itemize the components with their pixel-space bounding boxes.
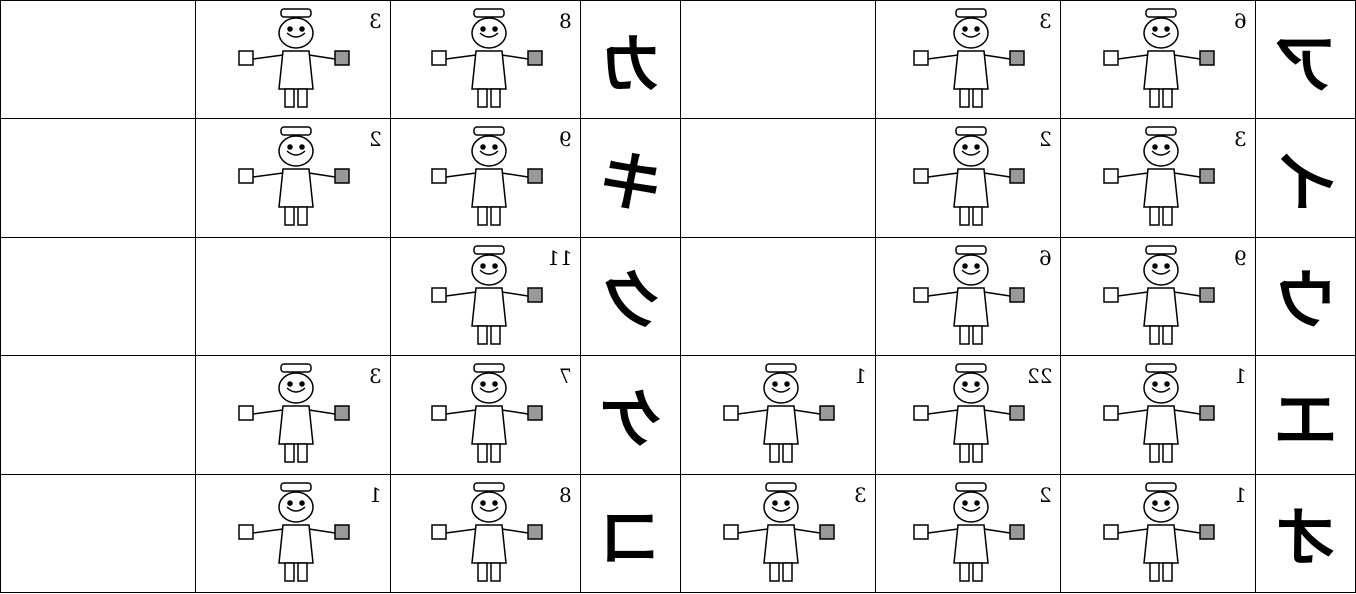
kana: ケ — [598, 383, 663, 458]
table-row: 1 8 コ 3 2 1 オ — [0, 473, 1356, 594]
sign-cell: 3 — [195, 0, 391, 120]
empty-cell — [0, 118, 196, 238]
kana-cell: オ — [1255, 473, 1356, 594]
flag-figure — [430, 245, 543, 345]
empty-cell — [0, 236, 196, 357]
table-row: 11 ク 6 9 ウ — [0, 236, 1356, 357]
sign-cell: 3 — [1060, 118, 1256, 238]
sign-number: 8 — [559, 9, 572, 33]
kana: キ — [598, 147, 663, 222]
sign-number: 1 — [1234, 364, 1247, 389]
sign-cell: 11 — [390, 236, 581, 357]
flag-figure — [913, 363, 1025, 463]
sign-number: 3 — [369, 364, 382, 389]
empty-cell — [680, 0, 876, 120]
kana: カ — [598, 28, 663, 103]
empty-cell — [0, 473, 196, 594]
flag-figure — [723, 481, 835, 582]
flag-figure — [1103, 126, 1215, 227]
kana-cell: カ — [580, 0, 681, 120]
sign-cell: 8 — [390, 0, 581, 120]
sign-number: 3 — [854, 482, 867, 507]
sign-number: 3 — [369, 9, 382, 33]
kana-cell: ク — [580, 236, 681, 357]
flag-figure — [913, 245, 1025, 345]
sign-cell: 6 — [875, 236, 1061, 357]
table-row: 3 7 ケ 1 22 1 エ — [0, 355, 1356, 475]
sign-cell: 2 — [875, 118, 1061, 238]
sign-cell: 3 — [195, 355, 391, 475]
flag-figure — [1103, 245, 1215, 345]
sign-number: 3 — [1039, 9, 1052, 33]
flag-figure — [430, 363, 543, 463]
sign-number: 11 — [546, 245, 572, 270]
kana-cell: イ — [1255, 118, 1356, 238]
flag-figure — [238, 481, 350, 582]
sign-number: 8 — [559, 482, 572, 507]
sign-cell: 3 — [875, 0, 1061, 120]
kana-cell: ア — [1255, 0, 1356, 120]
flag-figure — [913, 8, 1025, 108]
sign-number: 7 — [559, 364, 572, 389]
sign-cell: 2 — [195, 118, 391, 238]
flag-figure — [238, 8, 350, 108]
kana: イ — [1273, 147, 1338, 222]
flag-figure — [1103, 363, 1215, 463]
sign-cell: 8 — [390, 473, 581, 594]
empty-cell — [195, 236, 391, 357]
kana-cell: ケ — [580, 355, 681, 475]
flag-figure — [430, 126, 543, 227]
flag-figure — [430, 481, 543, 582]
sign-cell: 1 — [680, 355, 876, 475]
sign-number: 6 — [1234, 9, 1247, 33]
sign-number: 1 — [369, 482, 382, 507]
sign-number: 9 — [559, 127, 572, 152]
sign-cell: 6 — [1060, 0, 1256, 120]
kana: オ — [1273, 502, 1338, 577]
kana: ウ — [1273, 265, 1338, 340]
flag-figure — [238, 363, 350, 463]
flag-figure — [430, 8, 543, 108]
kana-cell: キ — [580, 118, 681, 238]
sign-number: 2 — [369, 127, 382, 152]
flag-figure — [723, 363, 835, 463]
table-row: 3 8 カ 3 6 ア — [0, 0, 1356, 120]
flag-figure — [1103, 481, 1215, 582]
flag-figure — [913, 126, 1025, 227]
sign-cell: 7 — [390, 355, 581, 475]
sign-number: 22 — [1026, 364, 1052, 389]
kana: コ — [598, 502, 663, 577]
sign-cell: 3 — [680, 473, 876, 594]
table-row: 2 9 キ 2 3 イ — [0, 118, 1356, 238]
sign-number: 2 — [1039, 482, 1052, 507]
flag-figure — [1103, 8, 1215, 108]
sign-number: 1 — [854, 364, 867, 389]
sign-cell: 22 — [875, 355, 1061, 475]
kana: ア — [1273, 28, 1338, 103]
flag-figure — [913, 481, 1025, 582]
sign-cell: 1 — [1060, 355, 1256, 475]
kana-cell: エ — [1255, 355, 1356, 475]
sign-number: 9 — [1234, 245, 1247, 270]
flag-figure — [238, 126, 350, 227]
empty-cell — [0, 0, 196, 120]
sign-number: 6 — [1039, 245, 1052, 270]
sign-number: 2 — [1039, 127, 1052, 152]
sign-cell: 2 — [875, 473, 1061, 594]
kana: ク — [598, 265, 663, 340]
sign-number: 3 — [1234, 127, 1247, 152]
sign-cell: 1 — [195, 473, 391, 594]
sign-cell: 9 — [1060, 236, 1256, 357]
kana-cell: コ — [580, 473, 681, 594]
kana-cell: ウ — [1255, 236, 1356, 357]
empty-cell — [680, 236, 876, 357]
empty-cell — [680, 118, 876, 238]
empty-cell — [0, 355, 196, 475]
sign-cell: 1 — [1060, 473, 1256, 594]
sign-cell: 9 — [390, 118, 581, 238]
kana: エ — [1273, 383, 1338, 458]
sign-number: 1 — [1234, 482, 1247, 507]
